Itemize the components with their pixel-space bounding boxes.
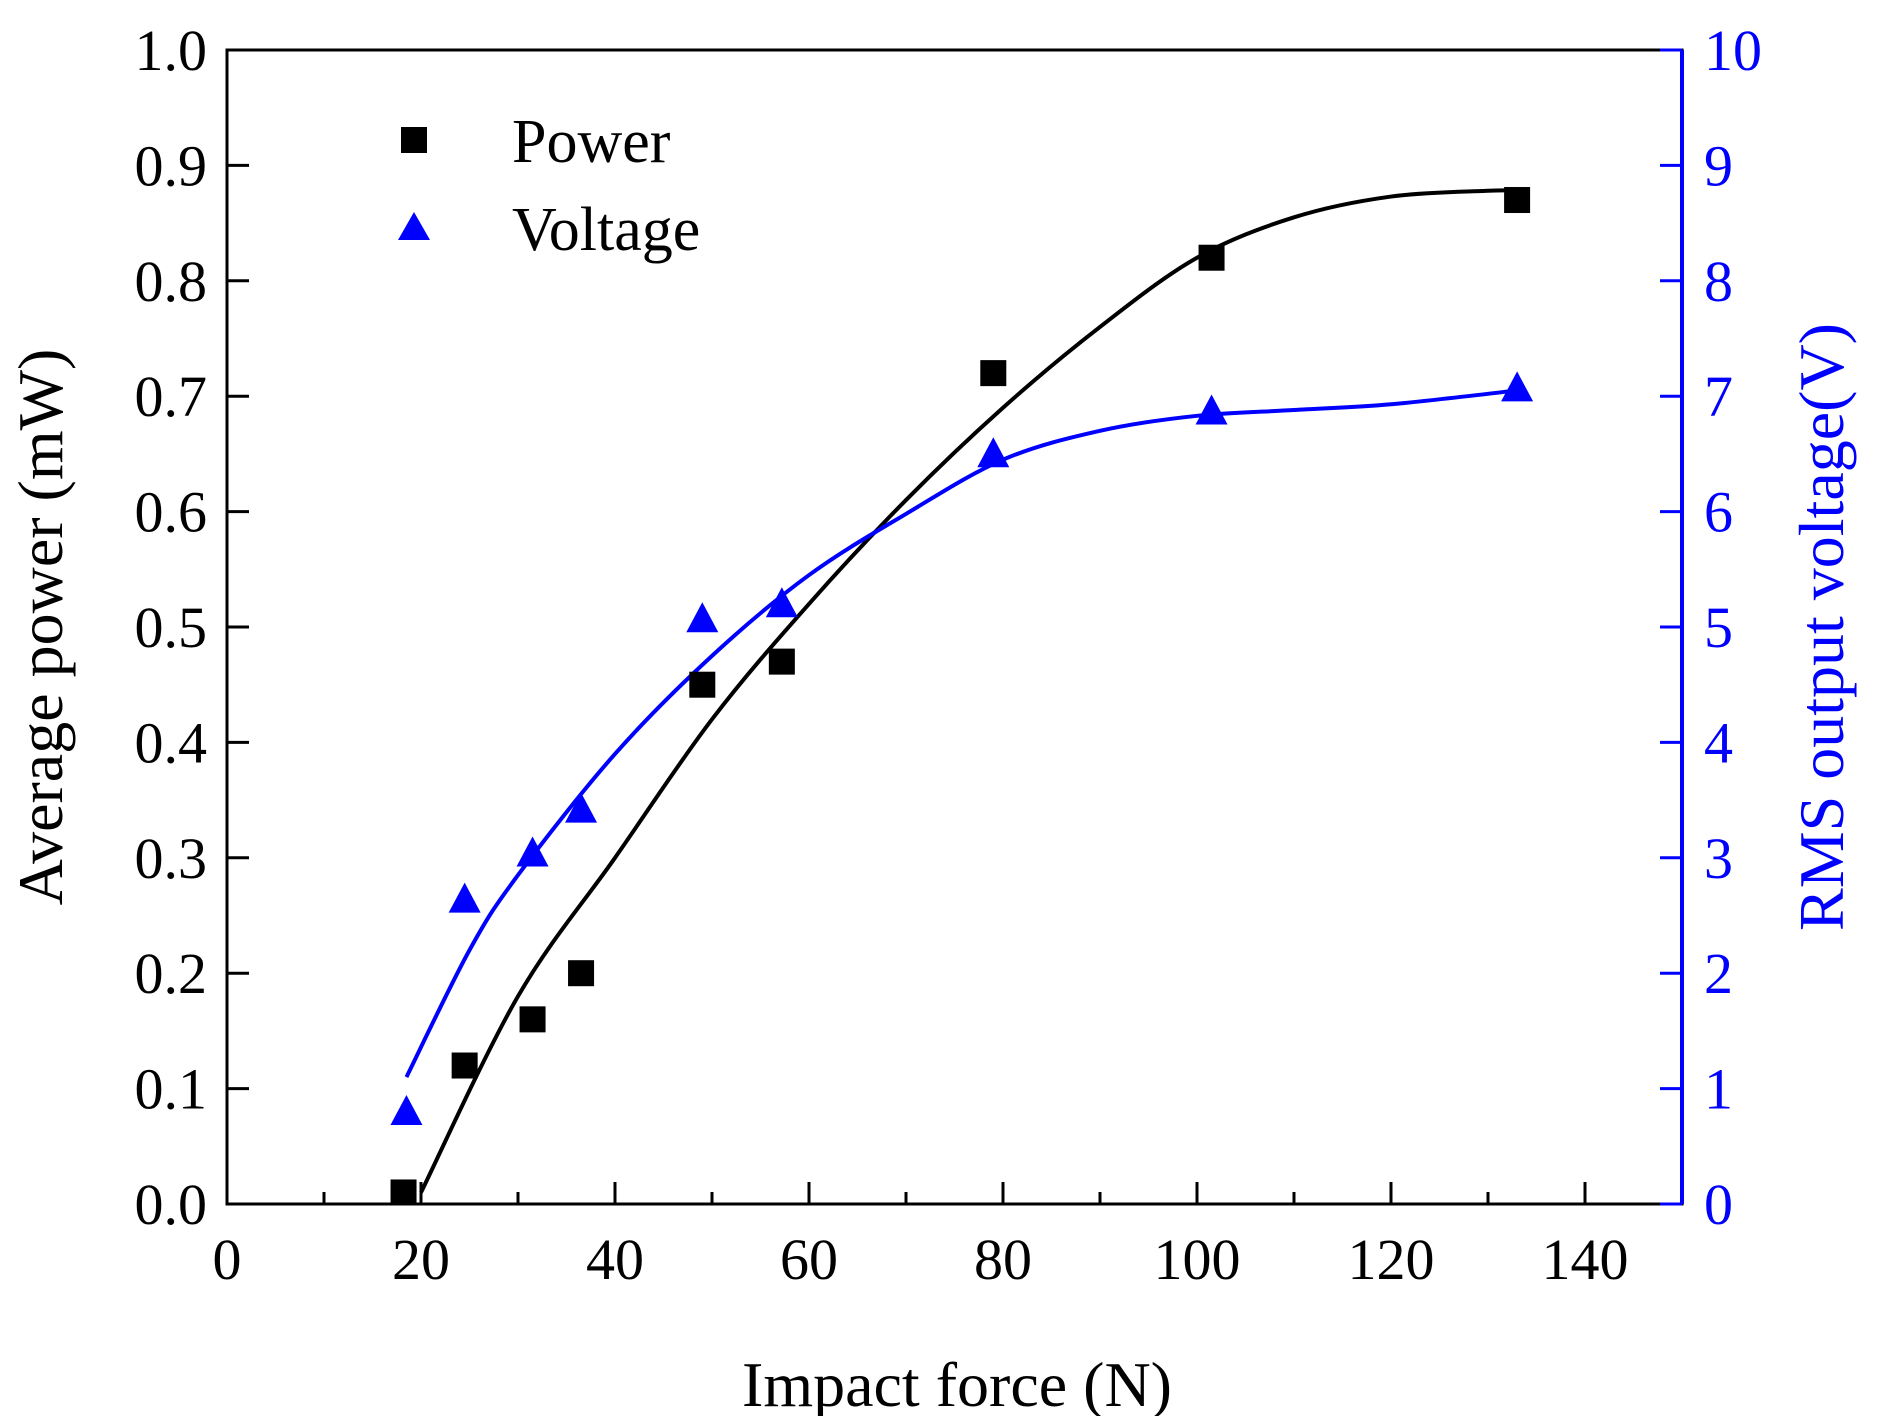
voltage-point (448, 882, 481, 913)
power-point (980, 360, 1007, 387)
right-tick-label: 1 (1704, 1057, 1733, 1122)
x-tick-label: 40 (586, 1227, 644, 1292)
voltage-point (1195, 394, 1228, 425)
voltage-point (977, 437, 1010, 468)
legend: Power Voltage (398, 108, 700, 264)
left-tick-label: 0.3 (135, 826, 208, 891)
right-tick-label: 10 (1704, 18, 1762, 83)
voltage-point (516, 836, 549, 867)
left-tick-label: 1.0 (135, 18, 208, 83)
power-point (568, 960, 595, 987)
right-axis-ticks: 0 1 2 3 4 5 6 7 8 9 10 (1660, 18, 1762, 1237)
right-axis-title: RMS output voltage(V) (1786, 323, 1857, 931)
power-point (689, 671, 716, 698)
right-tick-label: 6 (1704, 480, 1733, 545)
x-axis-title: Impact force (N) (742, 1349, 1172, 1416)
fit-line-power (419, 188, 1518, 1194)
left-axis-title: Average power (mW) (5, 349, 76, 906)
voltage-point (1501, 371, 1534, 402)
power-point (451, 1052, 478, 1079)
legend-power-marker (401, 127, 427, 153)
power-point (768, 648, 795, 675)
left-tick-label: 0.0 (135, 1172, 208, 1237)
left-tick-label: 0.9 (135, 133, 208, 198)
x-tick-label: 60 (780, 1227, 838, 1292)
x-tick-label: 20 (392, 1227, 450, 1292)
voltage-point (686, 602, 719, 633)
x-tick-label: 0 (213, 1227, 242, 1292)
x-axis-ticks: 0 20 40 60 80 100 120 140 (213, 1182, 1629, 1292)
x-tick-label: 100 (1154, 1227, 1241, 1292)
right-tick-label: 0 (1704, 1172, 1733, 1237)
right-tick-label: 5 (1704, 595, 1733, 660)
voltage-point (765, 587, 798, 618)
right-tick-label: 8 (1704, 249, 1733, 314)
right-tick-label: 4 (1704, 710, 1733, 775)
left-tick-label: 0.7 (135, 364, 208, 429)
left-tick-label: 0.1 (135, 1057, 208, 1122)
left-tick-label: 0.2 (135, 941, 208, 1006)
power-point (519, 1006, 546, 1033)
fit-line-voltage (404, 388, 1518, 1078)
left-tick-label: 0.6 (135, 480, 208, 545)
right-tick-label: 7 (1704, 364, 1733, 429)
legend-voltage-marker (398, 212, 430, 240)
left-axis-ticks: 0.0 0.1 0.2 0.3 0.4 0.5 0.6 0.7 0.8 0.9 1.0 (135, 18, 249, 1237)
left-tick-label: 0.5 (135, 595, 208, 660)
left-tick-label: 0.8 (135, 249, 208, 314)
x-tick-label: 80 (974, 1227, 1032, 1292)
plot-frame (225, 48, 1684, 1206)
left-tick-label: 0.4 (135, 710, 208, 775)
voltage-point (390, 1094, 423, 1125)
legend-voltage-label: Voltage (512, 196, 700, 264)
x-tick-label: 140 (1542, 1227, 1629, 1292)
power-point (390, 1179, 417, 1206)
right-tick-label: 9 (1704, 133, 1733, 198)
axes (225, 48, 1684, 1206)
fit-curves (404, 188, 1518, 1194)
legend-power-label: Power (512, 108, 671, 176)
right-tick-label: 3 (1704, 826, 1733, 891)
right-tick-label: 2 (1704, 941, 1733, 1006)
power-point (1198, 244, 1225, 271)
voltage-point (565, 792, 598, 823)
power-point (1504, 187, 1531, 214)
x-tick-label: 120 (1348, 1227, 1435, 1292)
data-markers (390, 187, 1534, 1206)
